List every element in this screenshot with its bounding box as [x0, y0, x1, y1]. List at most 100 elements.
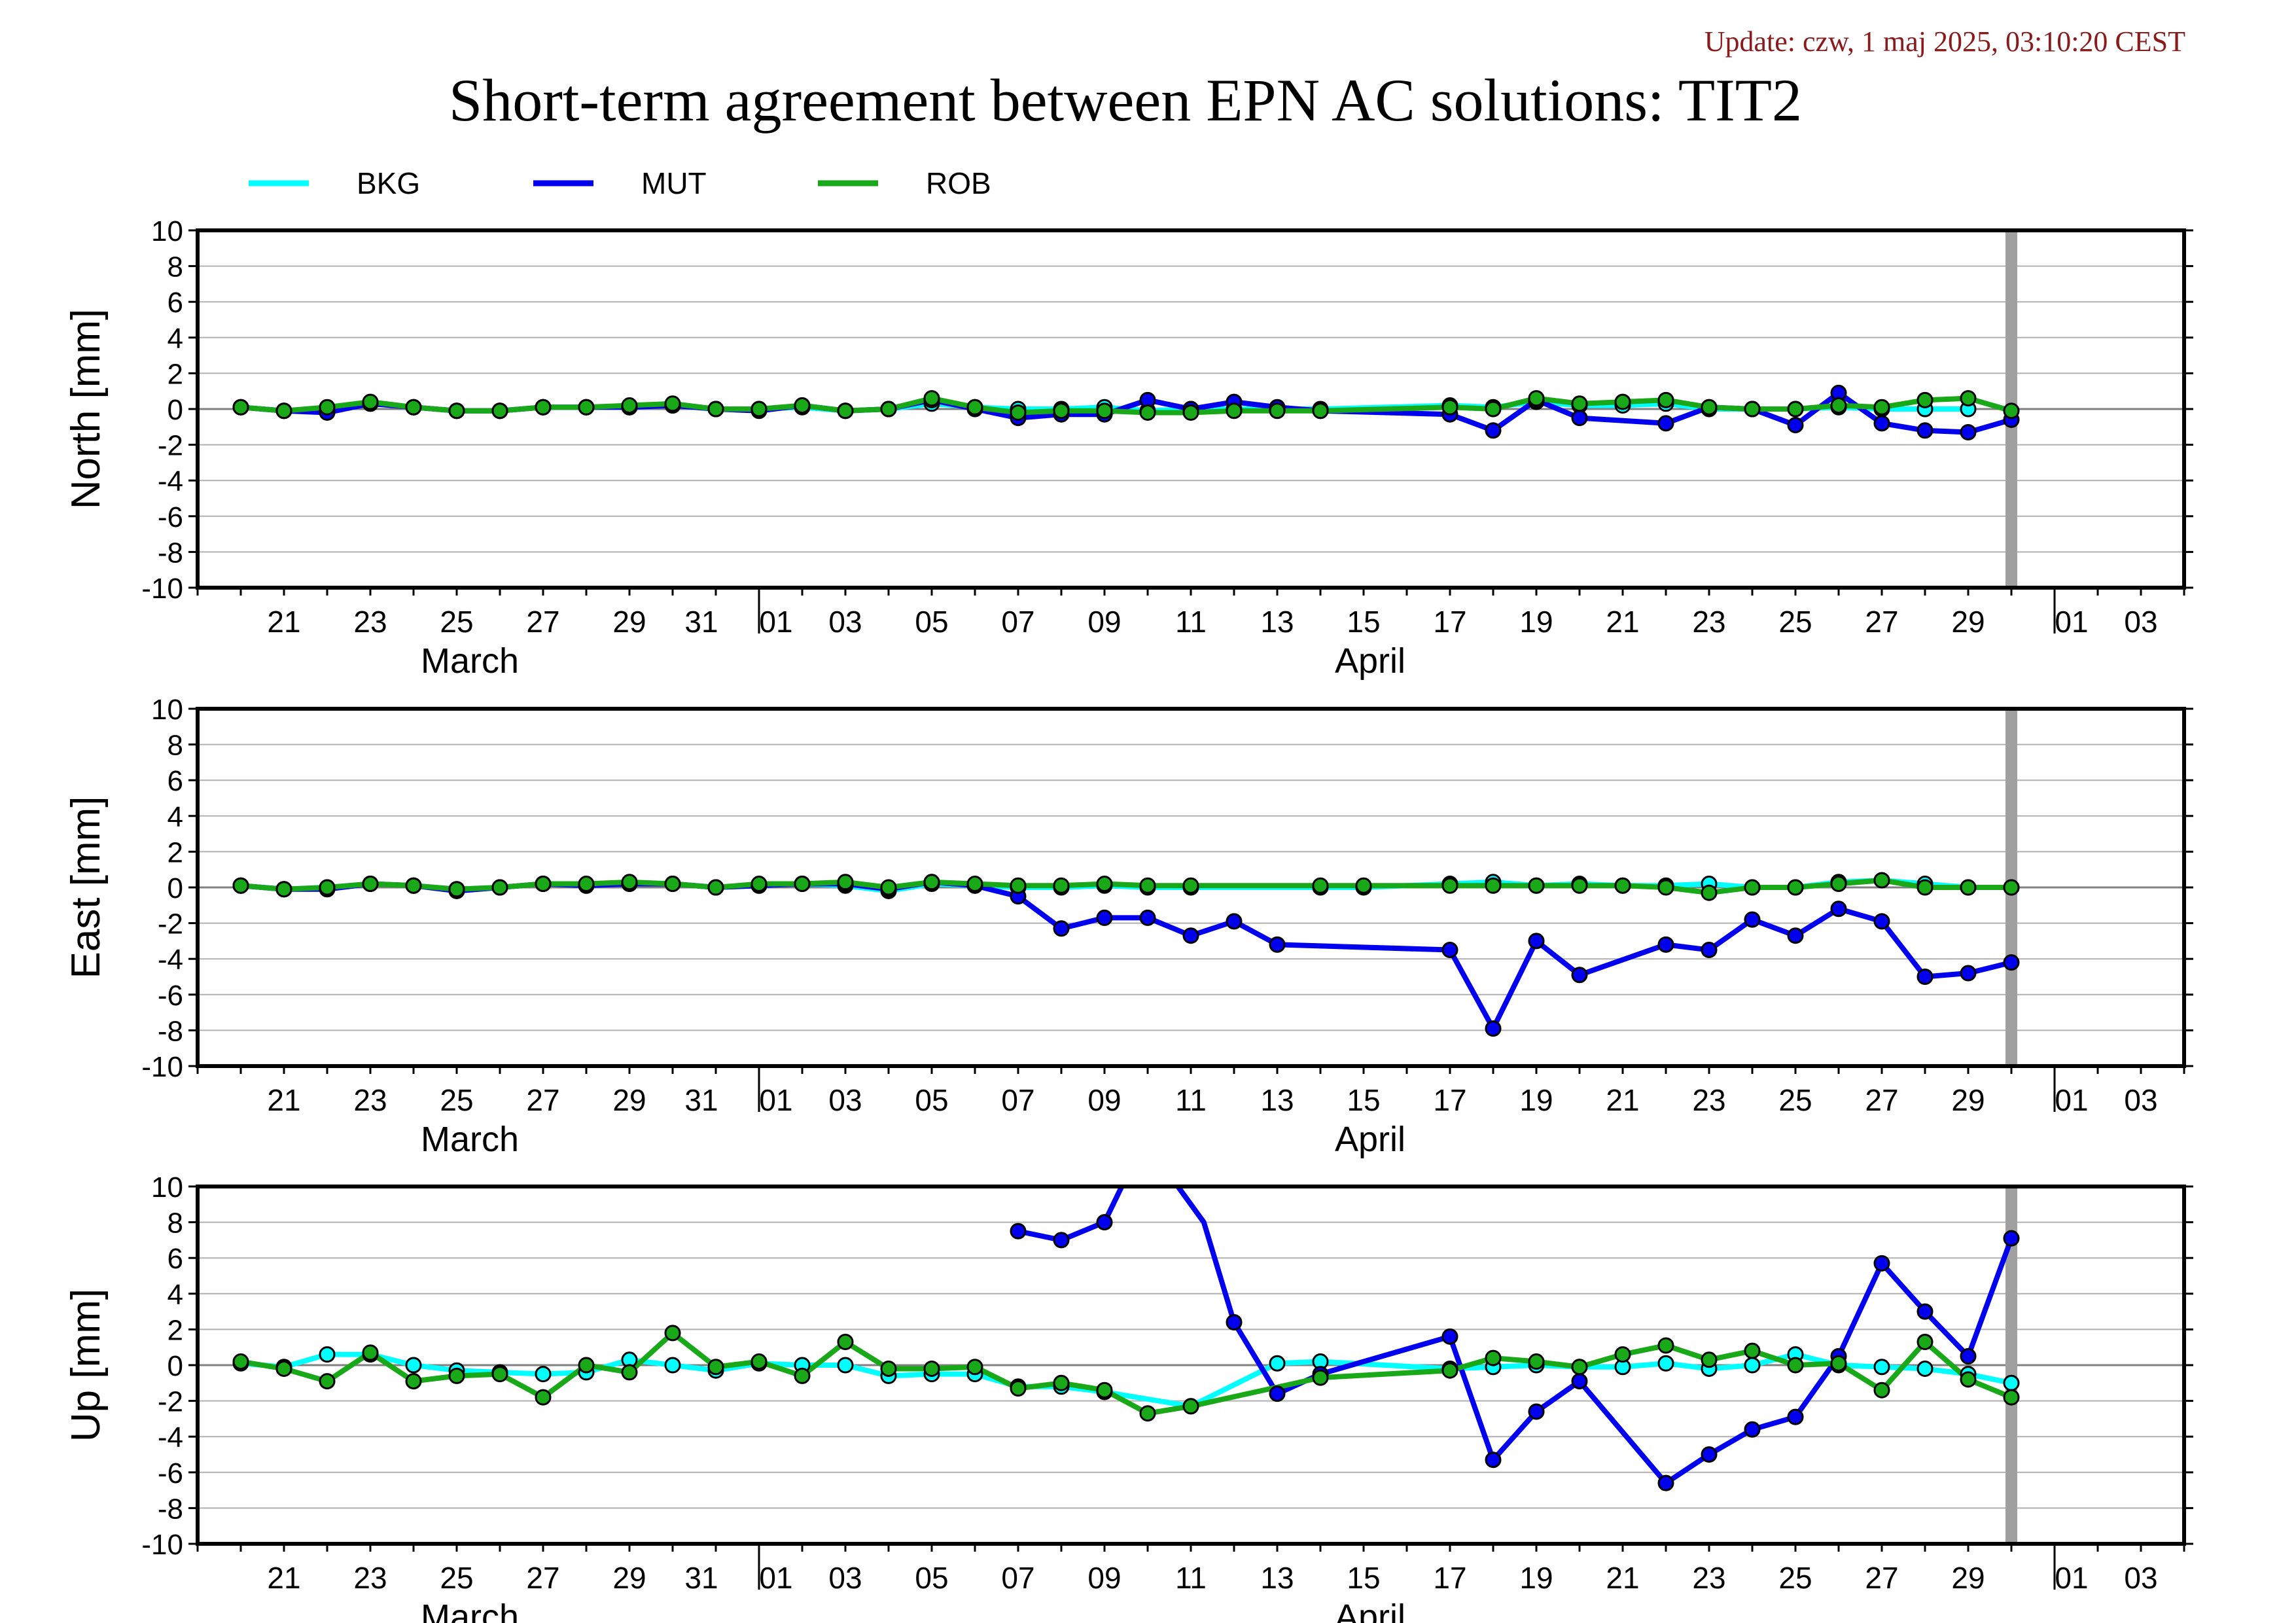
data-point-mut [1528, 933, 1545, 950]
data-point-mut [1657, 415, 1674, 432]
data-point-mut [1916, 1303, 1934, 1320]
data-point-rob [664, 876, 681, 893]
data-point-rob [1139, 404, 1156, 421]
data-point-rob [1571, 1359, 1588, 1376]
month-label: April [1335, 1597, 1405, 1623]
data-point-rob [664, 1325, 681, 1342]
x-tick-label: 03 [2124, 1561, 2157, 1595]
data-point-rob [1139, 1405, 1156, 1422]
data-point-rob [1744, 401, 1761, 418]
data-point-rob [491, 879, 508, 896]
panel-0: -10 -8 -6 -4-2 0 24 6 8 10 North [mm] 21 23 25 27 29 31… [63, 215, 2193, 681]
data-point-rob [275, 1360, 292, 1377]
y-tick-label: -4 [158, 944, 183, 976]
data-point-rob [923, 1360, 940, 1377]
data-point-rob [1010, 404, 1027, 421]
data-point-rob [1787, 879, 1804, 896]
data-point-rob [664, 395, 681, 412]
x-tick-label: 07 [1001, 605, 1034, 639]
data-point-mut [1744, 911, 1761, 928]
y-tick-label: -8 [158, 537, 183, 569]
x-tick-label: 13 [1260, 1083, 1294, 1117]
x-tick-label: 27 [526, 1083, 559, 1117]
data-point-mut [1441, 1328, 1458, 1345]
data-point-rob [1182, 404, 1199, 421]
data-point-rob [1830, 1355, 1847, 1372]
data-point-mut [1010, 1222, 1027, 1240]
data-point-mut [1269, 1385, 1286, 1402]
data-point-bkg [2003, 1374, 2020, 1391]
data-point-bkg [664, 1357, 681, 1374]
y-tick-label: 10 [151, 694, 183, 726]
x-tick-label: 11 [1175, 605, 1207, 639]
data-point-mut [1960, 1347, 1977, 1364]
data-point-rob [319, 399, 336, 416]
x-tick-label: 31 [684, 1561, 718, 1595]
x-tick-label: 05 [915, 1083, 948, 1117]
data-point-rob [1053, 1374, 1070, 1391]
month-label: March [421, 641, 519, 681]
data-point-rob [578, 399, 595, 416]
data-point-rob [1916, 1334, 1934, 1351]
data-point-rob [1010, 877, 1027, 894]
y-axis-label: Up [mm] [63, 1289, 109, 1442]
y-tick-label: 4 [168, 801, 183, 833]
data-point-rob [275, 402, 292, 419]
data-point-rob [707, 401, 724, 418]
data-point-rob [1701, 1351, 1718, 1368]
data-point-mut [1441, 942, 1458, 959]
data-point-mut [1657, 1474, 1674, 1491]
data-point-mut [1916, 422, 1934, 439]
data-point-rob [621, 874, 638, 891]
x-tick-label: 07 [1001, 1083, 1034, 1117]
legend-label-bkg: BKG [357, 166, 420, 200]
data-point-rob [707, 879, 724, 896]
x-tick-label: 13 [1260, 605, 1294, 639]
data-point-rob [1960, 1371, 1977, 1388]
x-tick-label: 21 [1606, 1083, 1639, 1117]
y-axis-label: North [mm] [63, 309, 109, 510]
series-line-mut [240, 879, 2012, 1031]
data-point-mut [1916, 969, 1934, 985]
data-point-mut [1053, 920, 1070, 937]
data-point-rob [837, 874, 854, 891]
data-point-mut [1485, 1452, 1502, 1469]
data-point-mut [1571, 410, 1588, 427]
y-tick-label: -6 [158, 1457, 183, 1489]
data-point-bkg [1744, 1357, 1761, 1374]
x-tick-label: 03 [828, 1083, 862, 1117]
data-point-mut [1182, 927, 1199, 944]
data-point-rob [707, 1359, 724, 1376]
data-point-rob [1528, 877, 1545, 894]
x-tick-label: 29 [612, 1561, 646, 1595]
data-point-mut [2003, 1230, 2020, 1247]
x-tick-label: 15 [1347, 605, 1380, 639]
data-point-rob [578, 1357, 595, 1374]
y-axis-label: East [mm] [63, 796, 109, 978]
x-tick-label: 11 [1175, 1083, 1207, 1117]
data-point-rob [1657, 1337, 1674, 1354]
data-point-rob [1830, 876, 1847, 893]
data-point-mut [1701, 942, 1718, 959]
month-label: March [421, 1597, 519, 1623]
data-point-rob [1960, 390, 1977, 407]
x-tick-label: 31 [684, 605, 718, 639]
x-tick-label: 23 [353, 1083, 387, 1117]
data-point-mut [1657, 936, 1674, 953]
data-point-rob [1182, 877, 1199, 894]
y-tick-label: -6 [158, 501, 183, 533]
data-point-rob [751, 1353, 768, 1370]
x-tick-label: 29 [612, 1083, 646, 1117]
data-point-rob [1139, 877, 1156, 894]
x-tick-label: 21 [267, 1561, 300, 1595]
y-tick-label: 6 [168, 1243, 183, 1275]
y-tick-label: 0 [168, 872, 183, 904]
data-point-mut [1226, 913, 1243, 930]
data-point-mut [1744, 1421, 1761, 1438]
today-marker [2005, 1186, 2017, 1544]
x-tick-label: 19 [1519, 1083, 1553, 1117]
y-tick-label: -8 [158, 1493, 183, 1525]
